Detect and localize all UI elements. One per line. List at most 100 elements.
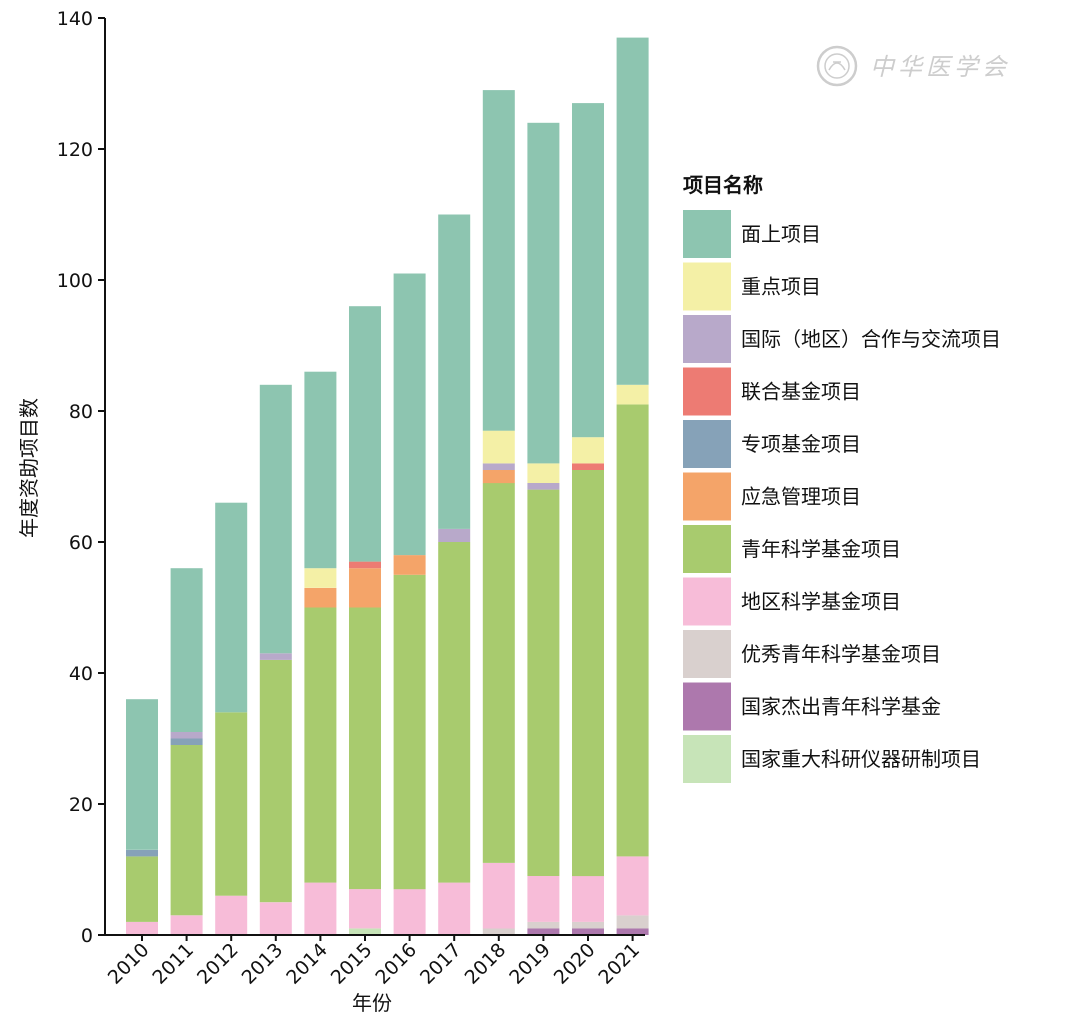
bar-segment	[215, 502, 248, 713]
y-tick-label: 0	[81, 925, 93, 947]
bar-segment	[393, 555, 426, 575]
bar-segment	[304, 587, 337, 608]
legend-swatch	[683, 630, 731, 678]
bar-segment	[572, 876, 604, 922]
watermark: 中华医学会	[816, 45, 1010, 87]
y-tick-label: 80	[69, 401, 93, 423]
bar-segment	[616, 915, 649, 929]
legend-swatch	[683, 735, 731, 783]
x-tick-label: 2018	[461, 939, 511, 989]
bar-segment	[304, 882, 337, 935]
bar-segment	[304, 568, 337, 588]
legend-label: 优秀青年科学基金项目	[741, 642, 941, 666]
x-tick-label: 2019	[505, 939, 555, 989]
y-tick-label: 60	[69, 532, 93, 554]
legend-swatch	[683, 577, 731, 626]
legend-swatch	[683, 472, 731, 521]
bar-segment	[215, 712, 248, 896]
bar-segment	[126, 921, 158, 935]
bar-segment	[616, 37, 649, 385]
legend-swatch	[683, 262, 731, 311]
y-tick-label: 100	[57, 270, 93, 292]
bar-segment	[126, 849, 158, 857]
legend-swatch	[683, 525, 731, 573]
bar-segment	[572, 928, 604, 935]
bar-segment	[527, 921, 560, 929]
legend-label: 国家杰出青年科学基金	[741, 695, 941, 719]
bar-segment	[170, 568, 203, 732]
legend-swatch	[683, 682, 731, 731]
bar-segment	[482, 928, 515, 935]
bar-segment	[170, 745, 203, 916]
x-tick-label: 2014	[282, 939, 332, 989]
axes-group	[104, 18, 645, 936]
bar-segment	[438, 882, 471, 935]
bar-segment	[572, 470, 604, 877]
x-tick-label: 2011	[148, 939, 198, 989]
society-seal-icon	[816, 45, 858, 87]
bar-segment	[126, 699, 158, 850]
legend-label: 重点项目	[741, 275, 821, 299]
bar-segment	[170, 915, 203, 935]
bar-segment	[349, 306, 381, 562]
bar-segment	[482, 430, 515, 464]
x-tick-label: 2016	[371, 939, 421, 989]
legend-label: 国家重大科研仪器研制项目	[741, 747, 981, 771]
legend-label: 应急管理项目	[741, 485, 861, 509]
legend-label: 地区科学基金项目	[741, 590, 901, 614]
legend-label: 青年科学基金项目	[741, 537, 901, 561]
bar-segment	[527, 876, 560, 922]
y-tick-label: 20	[69, 794, 93, 816]
bar-segment	[616, 856, 649, 916]
bar-segment	[259, 384, 292, 654]
legend-swatch	[683, 420, 731, 468]
bar-segment	[482, 90, 515, 431]
x-tick-label: 2010	[104, 939, 154, 989]
y-tick-label: 140	[57, 8, 93, 30]
bar-segment	[527, 122, 560, 464]
legend-title: 项目名称	[683, 173, 763, 197]
x-tick-label: 2020	[550, 939, 600, 989]
bar-segment	[170, 732, 203, 739]
bars-group	[126, 37, 649, 936]
x-axis-title: 年份	[352, 991, 392, 1015]
bar-segment	[349, 889, 381, 929]
bar-segment	[393, 574, 426, 890]
bar-segment	[616, 384, 649, 405]
bar-segment	[304, 371, 337, 569]
bar-segment	[482, 483, 515, 863]
bar-segment	[393, 889, 426, 935]
bar-segment	[438, 528, 471, 542]
bar-segment	[438, 542, 471, 883]
bar-segment	[259, 659, 292, 903]
watermark-text: 中华医学会	[870, 53, 1010, 81]
bar-segment	[482, 463, 515, 470]
bar-segment	[527, 489, 560, 876]
bar-segment	[170, 738, 203, 745]
y-tick-label: 120	[57, 139, 93, 161]
x-tick-label: 2021	[594, 939, 644, 989]
legend: 项目名称 面上项目重点项目国际（地区）合作与交流项目联合基金项目专项基金项目应急…	[683, 173, 1001, 783]
bar-segment	[616, 928, 649, 935]
x-tick-label: 2015	[327, 939, 377, 989]
x-tick-label: 2017	[416, 939, 466, 989]
bar-segment	[349, 561, 381, 569]
x-tick-label: 2013	[238, 939, 288, 989]
bar-segment	[572, 437, 604, 464]
legend-label: 专项基金项目	[741, 432, 861, 456]
bar-segment	[616, 404, 649, 857]
bar-segment	[482, 863, 515, 929]
bar-segment	[349, 928, 381, 935]
bar-segment	[527, 463, 560, 483]
bar-segment	[126, 856, 158, 922]
bar-segment	[527, 483, 560, 490]
bar-segment	[393, 273, 426, 556]
legend-label: 国际（地区）合作与交流项目	[741, 327, 1001, 351]
legend-swatch	[683, 315, 731, 363]
legend-label: 联合基金项目	[741, 380, 861, 404]
bar-segment	[259, 653, 292, 660]
bar-segment	[259, 902, 292, 936]
bar-segment	[572, 921, 604, 929]
bar-segment	[438, 214, 471, 529]
